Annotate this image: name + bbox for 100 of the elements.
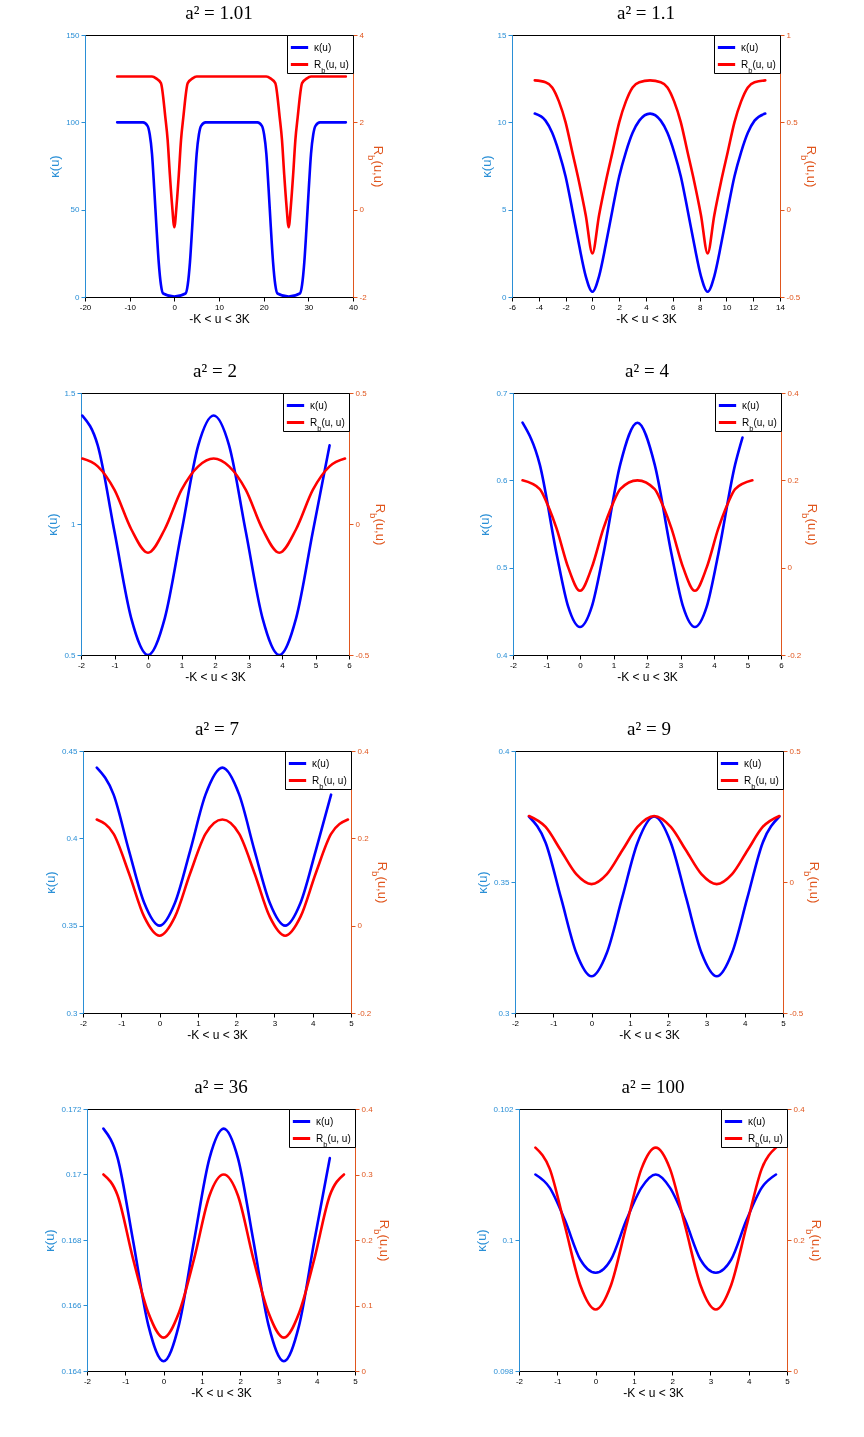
legend-label: κ(u) <box>310 399 328 411</box>
x-tick-label: -1 <box>550 1018 558 1028</box>
x-tick-label: -2 <box>83 1376 92 1386</box>
x-tick-label: 0 <box>161 1376 167 1386</box>
y2-tick-label: 0 <box>787 563 793 573</box>
y-tick-label: 0.6 <box>496 475 509 485</box>
y-axis-title: κ(u) <box>474 871 490 894</box>
legend-label: κ(u) <box>312 757 330 769</box>
y-tick-label: 0.5 <box>64 650 77 660</box>
legend-label: κ(u) <box>740 41 758 53</box>
y2-tick-label: 0.5 <box>786 117 798 127</box>
line-series <box>95 818 350 938</box>
legend-label: R$_{b}$(u, u) <box>310 416 345 432</box>
line-series <box>521 479 754 593</box>
x-tick-label: 4 <box>746 1376 752 1386</box>
x-tick-label: 3 <box>246 660 252 670</box>
y-axis-title: κ(u) <box>478 155 494 178</box>
x-tick-label: 5 <box>349 1018 355 1028</box>
line-series <box>115 75 348 229</box>
x-tick-label: 0 <box>578 660 584 670</box>
x-tick-label: 6 <box>670 302 676 312</box>
x-tick-label: 0 <box>172 302 178 312</box>
y-axis-title: κ(u) <box>42 871 58 894</box>
x-tick-label: -10 <box>124 302 137 312</box>
x-tick-label: 1 <box>611 660 617 670</box>
chart-title: a² = 1.1 <box>616 2 675 23</box>
chart-title: a² = 4 <box>625 360 670 381</box>
x-tick-label: -1 <box>543 660 552 670</box>
x-tick-label: 10 <box>215 302 225 312</box>
legend-label: κ(u) <box>315 1115 333 1127</box>
x-axis-title: -K < u < 3K <box>619 1027 680 1042</box>
y2-tick-label: 0.2 <box>357 833 370 843</box>
x-axis-title: -K < u < 3K <box>185 669 246 684</box>
x-tick-label: 4 <box>310 1018 316 1028</box>
y2-tick-label: 0 <box>793 1366 798 1376</box>
x-tick-label: 5 <box>352 1376 358 1386</box>
x-axis-title: -K < u < 3K <box>617 669 678 684</box>
x-tick-label: 4 <box>712 660 718 670</box>
y2-tick-label: 0.5 <box>355 388 368 398</box>
x-tick-label: 6 <box>779 660 785 670</box>
x-tick-label: 3 <box>276 1376 282 1386</box>
line-series <box>101 1173 345 1339</box>
y-tick-label: 0.5 <box>496 563 509 573</box>
y-tick-label: 0.17 <box>65 1170 82 1179</box>
y-tick-label: 0.4 <box>496 650 509 660</box>
x-tick-label: 5 <box>781 1018 787 1028</box>
x-tick-label: 10 <box>721 302 732 312</box>
x-tick-label: -6 <box>508 302 517 312</box>
y-tick-label: 50 <box>70 205 81 215</box>
x-tick-label: -2 <box>511 1018 520 1028</box>
legend-label: R$_{b}$(u, u) <box>742 416 777 432</box>
legend-label: κ(u) <box>742 399 760 411</box>
x-tick-label: 3 <box>678 660 684 670</box>
x-tick-label: -20 <box>79 302 92 312</box>
y2-tick-label: 0.2 <box>787 475 800 485</box>
x-tick-label: 2 <box>645 660 651 670</box>
x-tick-label: 2 <box>666 1018 672 1028</box>
x-tick-label: 2 <box>213 660 219 670</box>
legend-label: κ(u) <box>314 41 332 53</box>
y2-tick-label: 0.3 <box>361 1170 373 1179</box>
x-axis-title: -K < u < 3K <box>622 1385 684 1400</box>
x-tick-label: -4 <box>535 302 543 312</box>
legend-label: R$_{b}$(u, u) <box>744 774 779 790</box>
legend-label: R$_{b}$(u, u) <box>747 1132 783 1148</box>
y-tick-label: 0.4 <box>498 746 511 756</box>
x-tick-label: 0 <box>589 1018 595 1028</box>
x-tick-label: 5 <box>745 660 751 670</box>
line-series <box>532 112 767 294</box>
x-tick-label: 5 <box>784 1376 790 1386</box>
x-tick-label: 14 <box>775 302 785 312</box>
y-tick-label: 0.1 <box>501 1235 514 1245</box>
chart-title: a² = 7 <box>195 718 239 739</box>
y-tick-label: 150 <box>66 30 81 40</box>
y2-tick-label: -2 <box>359 292 368 302</box>
x-tick-label: 2 <box>616 302 622 312</box>
y2-tick-label: 0 <box>361 1366 366 1376</box>
y2-tick-label: 0 <box>789 877 795 887</box>
x-tick-label: -1 <box>118 1018 126 1028</box>
x-tick-label: 1 <box>199 1376 205 1386</box>
y-tick-label: 0.166 <box>60 1301 82 1310</box>
y-tick-label: 0.164 <box>60 1366 82 1376</box>
x-tick-label: -2 <box>515 1376 524 1386</box>
chart-title: a² = 1.01 <box>185 2 253 23</box>
y2-tick-label: 0.4 <box>787 388 800 398</box>
y-tick-label: 0 <box>501 292 507 302</box>
y-axis-title: κ(u) <box>41 1229 57 1252</box>
y2-tick-label: 0 <box>357 921 363 931</box>
x-tick-label: -2 <box>509 660 518 670</box>
x-tick-label: 1 <box>179 660 185 670</box>
x-tick-label: 4 <box>280 660 286 670</box>
y-tick-label: 0.102 <box>492 1104 514 1114</box>
x-tick-label: 40 <box>349 302 359 312</box>
y-tick-label: 0.45 <box>61 746 79 756</box>
y2-tick-label: -0.2 <box>357 1008 372 1018</box>
chart-title: a² = 2 <box>193 360 237 381</box>
x-tick-label: 4 <box>314 1376 320 1386</box>
y2-tick-label: 4 <box>359 30 365 40</box>
y2-tick-label: 0 <box>359 205 365 215</box>
legend-label: R$_{b}$(u, u) <box>312 774 347 790</box>
chart-title: a² = 9 <box>627 718 671 739</box>
